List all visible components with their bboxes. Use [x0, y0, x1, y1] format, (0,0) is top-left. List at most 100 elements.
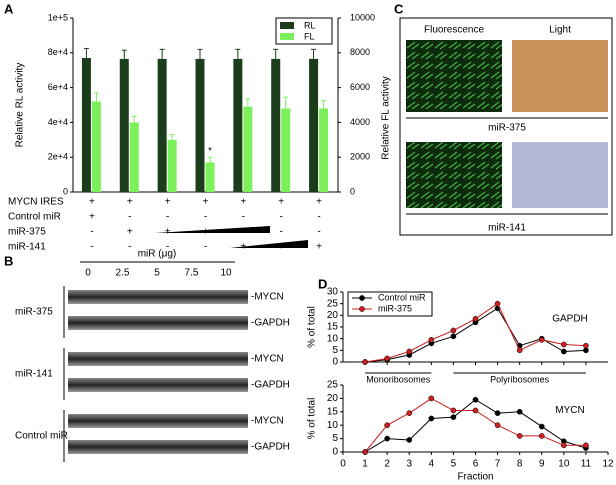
y-tick-label: 8e+4	[48, 47, 68, 57]
bar	[319, 108, 329, 192]
condition-label: Control miR	[8, 212, 61, 223]
x-axis-label: Fraction	[457, 472, 493, 483]
condition-mark: -	[128, 212, 131, 223]
band-label: -MYCN	[251, 354, 284, 365]
legend-label: miR-375	[378, 303, 412, 313]
marker	[560, 341, 567, 348]
x-tick-label: 3	[406, 459, 412, 470]
marker	[406, 348, 413, 355]
bar	[243, 106, 253, 192]
blot-band	[68, 290, 248, 304]
legend-box	[275, 17, 333, 45]
condition-mark: -	[280, 227, 283, 238]
bar	[271, 58, 281, 192]
x-tick-label: 5	[451, 459, 457, 470]
legend-swatch	[280, 33, 294, 40]
marker	[406, 437, 413, 443]
panel-frame	[399, 17, 613, 236]
marker	[450, 414, 457, 421]
condition-mark: -	[166, 212, 169, 223]
y-tick-label: 2e+4	[48, 152, 68, 162]
blot-band	[68, 414, 248, 428]
x-tick-label: 9	[539, 459, 545, 470]
y-tick-label: 15	[327, 322, 339, 333]
condition-mark: -	[90, 242, 93, 253]
marker	[472, 407, 479, 414]
marker	[516, 408, 523, 415]
marker	[494, 422, 501, 429]
marker	[583, 342, 589, 349]
y2-tick-label: 0	[350, 186, 355, 196]
marker	[362, 359, 368, 365]
y-axis-label: % of total	[307, 398, 318, 440]
condition-label: miR-375	[8, 227, 46, 238]
annotation: Monoribosomes	[366, 374, 431, 384]
y-tick-label: 0	[332, 357, 338, 368]
band-label: -MYCN	[251, 416, 284, 427]
bar	[195, 58, 205, 192]
y-tick-label: 5	[332, 345, 338, 356]
condition-label: MYCN IRES	[8, 197, 64, 208]
marker	[384, 355, 391, 362]
marker	[583, 442, 589, 449]
condition-mark: +	[278, 197, 284, 208]
condition-mark: -	[317, 227, 320, 238]
bar	[205, 162, 215, 192]
dose-label: 5	[154, 268, 160, 279]
marker	[428, 415, 435, 422]
condition-mark: -	[242, 227, 245, 238]
dose-label: 0	[85, 268, 91, 279]
marker	[406, 410, 413, 416]
y-tick-label: 1e+5	[48, 12, 68, 22]
band-label: -GAPDH	[251, 318, 290, 329]
dose-label: 10	[220, 268, 232, 279]
x-tick-label: 7	[495, 459, 501, 470]
y-axis-label: % of total	[307, 306, 318, 348]
bar	[119, 58, 129, 192]
condition-mark: +	[165, 227, 171, 238]
panel-letter: C	[394, 1, 404, 16]
y-tick-label: 5	[332, 433, 338, 444]
y-tick-label: 25	[327, 380, 339, 391]
bar	[167, 139, 177, 192]
column-label: Light	[549, 25, 571, 36]
band-label: -MYCN	[251, 292, 284, 303]
row-label: miR-375	[488, 123, 526, 134]
y2-tick-label: 2000	[350, 152, 370, 162]
y2-tick-label: 8000	[350, 47, 370, 57]
marker	[560, 348, 567, 355]
y-tick-label: 15	[327, 406, 339, 417]
marker	[516, 433, 523, 439]
y-tick-label: 6e+4	[48, 82, 68, 92]
band-label: -GAPDH	[251, 442, 290, 453]
x-tick-label: 12	[602, 459, 614, 470]
annotation: MYCN	[555, 405, 584, 416]
marker	[384, 435, 391, 442]
condition-mark: +	[316, 197, 322, 208]
x-tick-label: 6	[473, 459, 479, 470]
annotation: Polyribosomes	[490, 374, 550, 384]
y-tick-label: 20	[327, 310, 339, 321]
condition-mark: +	[240, 197, 246, 208]
series-line	[364, 397, 586, 453]
x-tick-label: 0	[340, 459, 346, 470]
bar	[157, 58, 167, 192]
micrograph	[512, 142, 608, 208]
bar	[233, 58, 243, 192]
condition-mark: +	[165, 197, 171, 208]
series-line	[364, 399, 587, 453]
panel-letter: B	[4, 253, 13, 268]
condition-mark: -	[317, 212, 320, 223]
condition-mark: -	[280, 212, 283, 223]
micrograph	[406, 142, 502, 208]
marker	[362, 449, 368, 455]
marker	[494, 300, 501, 307]
y-tick-label: 25	[327, 298, 339, 309]
x-tick-label: 10	[558, 459, 570, 470]
bar	[91, 101, 101, 192]
legend-marker	[359, 295, 365, 301]
y2-tick-label: 10000	[350, 12, 375, 22]
bar	[281, 108, 291, 192]
marker	[560, 442, 567, 449]
